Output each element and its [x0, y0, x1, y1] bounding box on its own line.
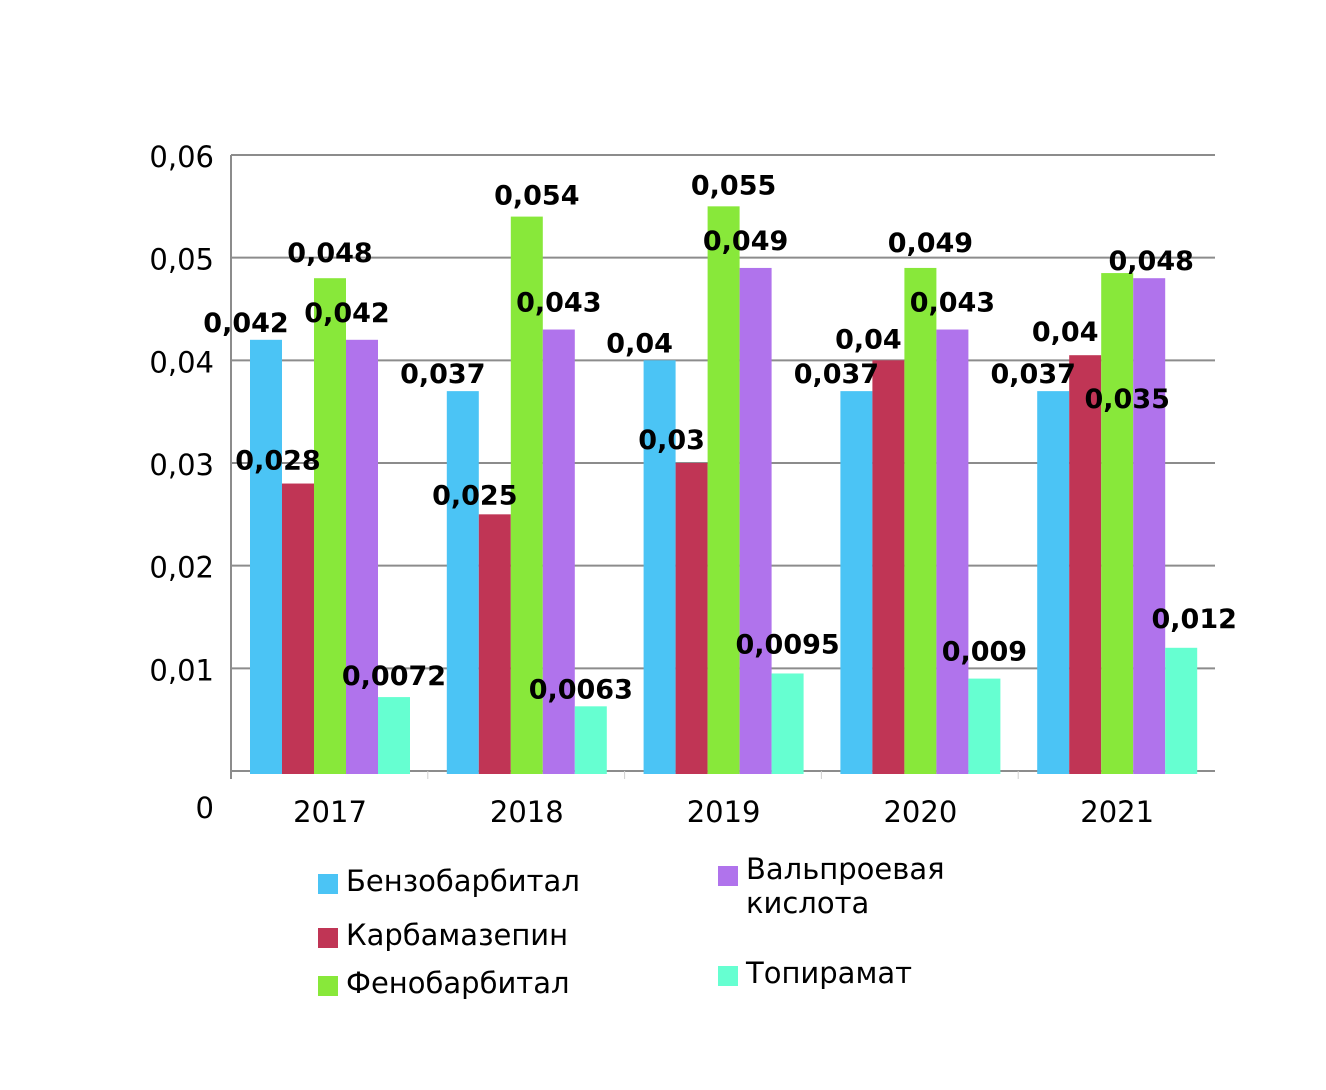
- bar: [771, 673, 804, 774]
- data-label: 0,0095: [735, 629, 839, 660]
- data-label: 0,0072: [342, 661, 446, 692]
- data-label: 0,0063: [529, 674, 633, 705]
- bar: [1037, 391, 1070, 774]
- data-label: 0,028: [235, 446, 320, 477]
- legend-swatch: [318, 928, 338, 948]
- bar: [378, 697, 410, 774]
- bar: [1133, 278, 1166, 774]
- bar: [574, 706, 607, 774]
- bar: [707, 206, 740, 775]
- bars: [250, 206, 1198, 775]
- legend-label: Карбамазепин: [346, 918, 569, 952]
- data-label: 0,037: [990, 359, 1075, 390]
- data-label: 0,043: [910, 288, 995, 319]
- legend-label: Фенобарбитал: [346, 966, 570, 1000]
- bar: [1101, 273, 1134, 774]
- bar: [872, 360, 905, 774]
- x-tick-label: 2021: [1080, 795, 1154, 829]
- bar: [346, 339, 378, 774]
- y-tick-label: 0,06: [149, 140, 214, 174]
- y-tick-label: 0,04: [149, 345, 214, 379]
- data-label: 0,048: [1108, 246, 1193, 277]
- legend-label: Бензобарбитал: [346, 864, 580, 898]
- legend-item-topiramate: Топирамат: [718, 956, 912, 990]
- data-label: 0,04: [835, 324, 902, 355]
- legend-swatch: [318, 976, 338, 996]
- data-label: 0,037: [794, 359, 879, 390]
- data-label: 0,04: [1032, 317, 1099, 348]
- legend-label: Топирамат: [746, 956, 912, 990]
- bar: [314, 278, 346, 774]
- data-label: 0,012: [1151, 604, 1236, 635]
- y-axis-ticks: 0 0,01 0,02 0,03 0,04 0,05 0,06: [149, 140, 214, 825]
- bar: [739, 267, 772, 774]
- data-label: 0,055: [691, 170, 776, 201]
- bar: [904, 267, 937, 774]
- bar: [936, 329, 969, 774]
- data-label: 0,049: [888, 228, 973, 259]
- bar: [478, 514, 511, 774]
- data-label: 0,025: [432, 480, 517, 511]
- bar: [250, 339, 282, 774]
- legend-label: Вальпроевая кислота: [746, 852, 945, 920]
- data-label: 0,035: [1084, 384, 1169, 415]
- bar: [675, 463, 708, 774]
- bar: [643, 360, 676, 774]
- legend-swatch: [718, 966, 738, 986]
- legend-item-benzobarbital: Бензобарбитал: [318, 864, 580, 898]
- x-axis-ticks: 2017 2018 2019 2020 2021: [293, 795, 1154, 829]
- data-label: 0,048: [287, 238, 372, 269]
- legend-label-line1: Вальпроевая: [746, 852, 945, 886]
- y-tick-label: 0,02: [149, 551, 214, 585]
- data-label: 0,042: [304, 298, 389, 329]
- y-tick-label: 0,05: [149, 243, 214, 277]
- bar: [840, 391, 873, 774]
- data-label: 0,054: [494, 181, 579, 212]
- data-label: 0,043: [516, 288, 601, 319]
- bar: [282, 483, 314, 774]
- bar: [542, 329, 575, 774]
- data-label: 0,009: [942, 637, 1027, 668]
- bar: [510, 216, 543, 775]
- legend-swatch: [318, 874, 338, 894]
- legend-swatch: [718, 866, 738, 886]
- data-label: 0,037: [400, 359, 485, 390]
- y-tick-label: 0: [196, 791, 214, 825]
- y-tick-label: 0,03: [149, 448, 214, 482]
- legend-item-phenobarbital: Фенобарбитал: [318, 966, 570, 1000]
- legend-item-carbamazepine: Карбамазепин: [318, 918, 568, 952]
- x-tick-label: 2019: [687, 795, 761, 829]
- bar: [1069, 355, 1102, 774]
- bar: [968, 678, 1001, 774]
- data-label: 0,03: [638, 425, 705, 456]
- data-label: 0,042: [203, 308, 288, 339]
- x-tick-label: 2018: [490, 795, 564, 829]
- data-label: 0,049: [703, 226, 788, 257]
- x-tick-label: 2020: [883, 795, 957, 829]
- bar: [446, 391, 479, 774]
- legend-label-line2: кислота: [746, 886, 870, 920]
- legend-item-valproic-acid: Вальпроевая кислота: [718, 852, 945, 920]
- data-label: 0,04: [606, 328, 673, 359]
- bar: [1165, 647, 1198, 774]
- x-tick-label: 2017: [293, 795, 367, 829]
- data-labels: 0,042 0,028 0,048 0,042 0,0072 0,037 0,025 0,05…: [203, 170, 1237, 705]
- y-tick-label: 0,01: [149, 653, 214, 687]
